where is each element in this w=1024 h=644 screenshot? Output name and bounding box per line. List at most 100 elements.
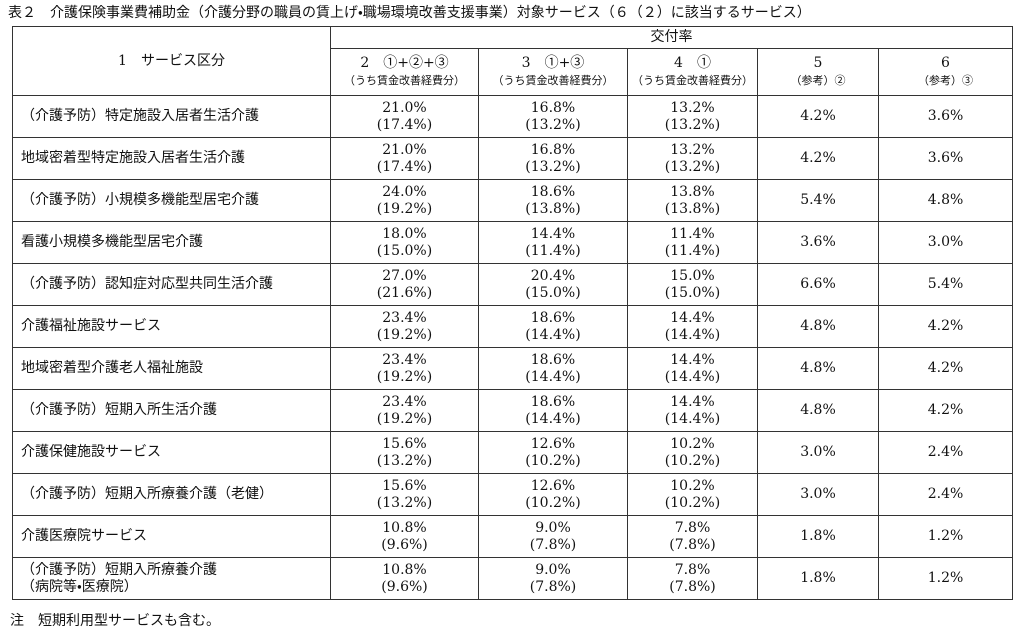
column-header-line: （うち賃金改善経費分） — [632, 74, 753, 87]
rate: 3.0% — [927, 234, 964, 250]
rate: 4.8% — [800, 360, 836, 376]
rate: 10.8% — [382, 561, 427, 578]
wage-rate: (15.0%) — [664, 284, 721, 301]
rate: 15.6% — [382, 435, 427, 452]
wage-rate: (10.2%) — [525, 494, 581, 511]
rate: 5.4% — [927, 276, 964, 292]
service-line: （介護予防）認知症対応型共同生活介護 — [21, 276, 273, 292]
rate: 11.4% — [670, 225, 715, 242]
rate-cell: 15.6% (13.2%) — [330, 473, 479, 516]
rate: 1.2% — [927, 570, 964, 586]
wage-rate: (10.2%) — [664, 494, 721, 511]
table-row: （介護予防）短期入所生活介護 23.4% (19.2%) 18.6% (14.4%) 14… — [12, 389, 1014, 432]
rate-cell: 18.6% (13.8%) — [478, 179, 628, 222]
rate: 1.8% — [800, 528, 836, 544]
rate-cell: 4.2% — [877, 347, 1014, 390]
rate: 9.0% — [535, 561, 571, 578]
rate-cell: 15.6% (13.2%) — [330, 431, 479, 474]
rate: 2.4% — [927, 486, 964, 502]
wage-rate: (13.2%) — [664, 158, 721, 175]
rate-cell: 3.0% — [757, 473, 879, 516]
service-cell: 地域密着型特定施設入居者生活介護 — [12, 137, 331, 180]
rate: 13.2% — [670, 99, 715, 116]
table-header: 1 サービス区分 交付率 2 ①+②+③ （うち賃金改善経費分） 3 ①+③ （うち賃… — [12, 26, 1014, 96]
rate-cell: 10.8% (9.6%) — [330, 557, 479, 600]
rate-cell: 10.8% (9.6%) — [330, 515, 479, 558]
rate: 15.0% — [670, 267, 715, 284]
rate-cell: 4.2% — [757, 95, 879, 138]
rate-cell: 18.6% (14.4%) — [478, 389, 628, 432]
rate: 1.8% — [800, 570, 836, 586]
rate: 21.0% — [382, 141, 427, 158]
wage-rate: (19.2%) — [376, 410, 433, 427]
wage-rate: (7.8%) — [669, 536, 716, 553]
rate: 18.0% — [382, 225, 427, 242]
rate-cell: 23.4% (19.2%) — [330, 389, 479, 432]
service-cell: （介護予防）認知症対応型共同生活介護 — [12, 263, 331, 306]
rate: 12.6% — [530, 477, 576, 494]
rate: 16.8% — [530, 141, 576, 158]
service-line: （介護予防）短期入所生活介護 — [21, 402, 217, 418]
rate-cell: 18.6% (14.4%) — [478, 305, 628, 348]
wage-rate: (11.4%) — [525, 242, 581, 259]
rate: 4.2% — [927, 402, 964, 418]
table-row: 看護小規模多機能型居宅介護 18.0% (15.0%) 14.4% (11.4%) 11.… — [12, 221, 1014, 264]
rate-cell: 12.6% (10.2%) — [478, 473, 628, 516]
column-header: 3 ①+③ （うち賃金改善経費分） — [478, 48, 628, 96]
rate-cell: 4.8% — [757, 305, 879, 348]
wage-rate: (15.0%) — [376, 242, 433, 259]
table-row: （介護予防）小規模多機能型居宅介護 24.0% (19.2%) 18.6% (13.8%… — [12, 179, 1014, 222]
rate: 2.4% — [927, 444, 964, 460]
wage-rate: (15.0%) — [525, 284, 581, 301]
column-header-line: （うち賃金改善経費分） — [344, 74, 465, 87]
wage-rate: (19.2%) — [376, 200, 433, 217]
wage-rate: (14.4%) — [525, 368, 581, 385]
rate: 10.2% — [670, 435, 715, 452]
wage-rate: (14.4%) — [664, 368, 721, 385]
rate: 4.2% — [927, 360, 964, 376]
rate: 20.4% — [530, 267, 576, 284]
rate-cell: 7.8% (7.8%) — [627, 557, 758, 600]
rate-cell: 4.2% — [877, 389, 1014, 432]
table-row: （介護予防）短期入所療養介護（老健） 15.6% (13.2%) 12.6% (10.2… — [12, 473, 1014, 516]
rate: 14.4% — [670, 309, 715, 326]
rate: 27.0% — [382, 267, 427, 284]
note: 注 短期利用型サービスも含む。 — [10, 613, 220, 629]
rate-cell: 9.0% (7.8%) — [478, 557, 628, 600]
rate: 3.6% — [927, 150, 964, 166]
service-line: （病院等・医療院） — [21, 578, 138, 595]
table-row: 介護保健施設サービス 15.6% (13.2%) 12.6% (10.2%) 10.2%(… — [12, 431, 1014, 474]
rate: 4.8% — [927, 192, 964, 208]
rate-cell: 24.0% (19.2%) — [330, 179, 479, 222]
wage-rate: (13.2%) — [376, 452, 433, 469]
column-header-line: 3 ①+③ — [521, 55, 585, 71]
service-cell: 看護小規模多機能型居宅介護 — [12, 221, 331, 264]
rate: 6.6% — [800, 276, 836, 292]
wage-rate: (10.2%) — [664, 452, 721, 469]
service-cell: （介護予防）短期入所療養介護 （病院等・医療院） — [12, 557, 331, 600]
column-header: 2 ①+②+③ （うち賃金改善経費分） — [330, 48, 479, 96]
table-title: 表２ 介護保険事業費補助金（介護分野の職員の賃上げ・職場環境改善支援事業）対象サ… — [8, 5, 811, 21]
column-header-line: 6 — [941, 55, 950, 71]
rate: 23.4% — [382, 393, 427, 410]
rate-cell: 1.8% — [757, 557, 879, 600]
table-row: （介護予防）特定施設入居者生活介護 21.0% (17.4%) 16.8% (13.2%… — [12, 95, 1014, 138]
rate-cell: 11.4% (11.4%) — [627, 221, 758, 264]
rate: 13.2% — [670, 141, 715, 158]
service-line: （介護予防）短期入所療養介護 — [21, 561, 217, 578]
rate-cell: 18.6% (14.4%) — [478, 347, 628, 390]
rate-cell: 23.4% (19.2%) — [330, 347, 479, 390]
rate: 7.8% — [674, 519, 711, 536]
service-cell: （介護予防）特定施設入居者生活介護 — [12, 95, 331, 138]
rate: 4.2% — [800, 108, 836, 124]
table-row: （介護予防）短期入所療養介護 （病院等・医療院） 10.8% (9.6%) 9.0% (7… — [12, 557, 1014, 600]
rate: 1.2% — [927, 528, 964, 544]
rate-cell: 14.4% (14.4%) — [627, 347, 758, 390]
table-row: 地域密着型特定施設入居者生活介護 21.0% (17.4%) 16.8% (13.2%)… — [12, 137, 1014, 180]
rate: 10.8% — [382, 519, 427, 536]
rate-cell: 3.0% — [757, 431, 879, 474]
rate-cell: 27.0% (21.6%) — [330, 263, 479, 306]
rate-table: 1 サービス区分 交付率 2 ①+②+③ （うち賃金改善経費分） 3 ①+③ （うち賃… — [12, 26, 1014, 600]
wage-rate: (13.2%) — [525, 158, 581, 175]
rate-cell: 3.0% — [877, 221, 1014, 264]
